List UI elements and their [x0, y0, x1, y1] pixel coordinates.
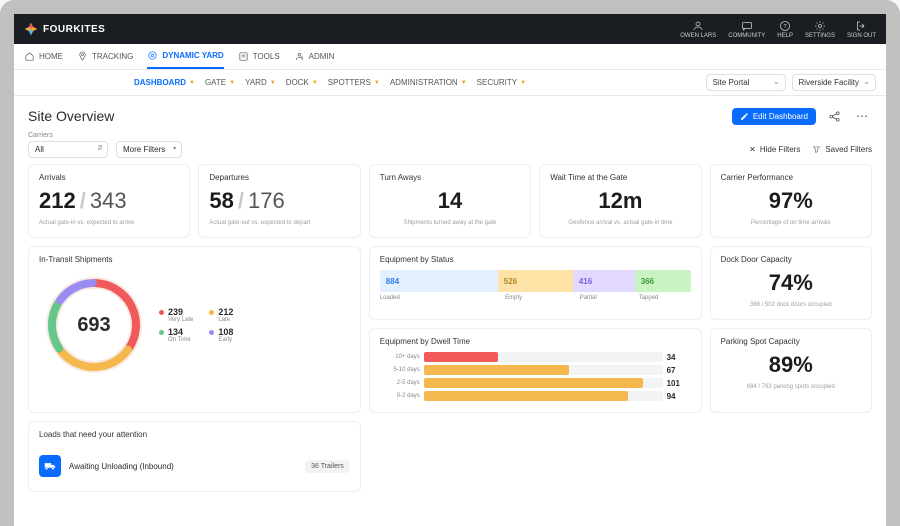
logo-icon: [24, 22, 38, 36]
home-icon: [24, 51, 35, 62]
attention-badge: 36 Trailers: [305, 460, 350, 473]
topbar-settings[interactable]: SETTINGS: [805, 20, 835, 39]
topbar-community[interactable]: COMMUNITY: [728, 20, 765, 39]
eq-label-tapped: Tapped: [639, 295, 691, 301]
chevron-down-icon: ▼: [374, 80, 380, 86]
edit-dashboard-button[interactable]: Edit Dashboard: [732, 108, 816, 125]
topbar: FOURKITES OWEN LARS COMMUNITY ?HELP SETTING…: [14, 14, 886, 44]
filter-icon: [812, 145, 821, 154]
eq-seg-loaded: 884: [380, 270, 498, 292]
arrivals-card: Arrivals 212/343 Actual gate-in vs. expe…: [28, 164, 190, 238]
user-icon: [692, 20, 704, 32]
yard-icon: [147, 50, 158, 61]
chevron-down-icon: ▼: [270, 80, 276, 86]
legend-early: 108Early: [209, 327, 233, 343]
share-button[interactable]: [824, 106, 844, 126]
share-icon: [828, 110, 841, 123]
brand-logo[interactable]: FOURKITES: [24, 22, 105, 36]
dashboard-grid: Arrivals 212/343 Actual gate-in vs. expe…: [14, 164, 886, 502]
eq-label-partial: Partial: [580, 295, 639, 301]
subnav-security[interactable]: SECURITY▼: [477, 78, 526, 87]
eq-label-empty: Empty: [505, 295, 580, 301]
subnav-administration[interactable]: ADMINISTRATION▼: [390, 78, 467, 87]
sub-nav: DASHBOARD▼ GATE▼ YARD▼ DOCK▼ SPOTTERS▼ ADMINI…: [14, 70, 886, 96]
filters-row: All More Filters ✕Hide Filters Saved Fil…: [14, 141, 886, 164]
chevron-down-icon: ▼: [520, 80, 526, 86]
dwell-row: 2-5 days101: [380, 378, 691, 388]
dwell-row: 10+ days34: [380, 352, 691, 362]
site-selector[interactable]: Site Portal: [706, 74, 786, 91]
edit-dashboard-label: Edit Dashboard: [753, 112, 808, 121]
subnav-spotters[interactable]: SPOTTERS▼: [328, 78, 380, 87]
more-filters-button[interactable]: More Filters: [116, 141, 182, 158]
legend-very-late: 239Very Late: [159, 307, 193, 323]
dwell-card: Equipment by Dwell Time 10+ days345-10 d…: [369, 328, 702, 413]
eq-seg-partial: 416: [573, 270, 635, 292]
chevron-down-icon: ▼: [461, 80, 467, 86]
facility-selector[interactable]: Riverside Facility: [792, 74, 876, 91]
pin-icon: [77, 51, 88, 62]
topbar-sign-out[interactable]: SIGN OUT: [847, 20, 876, 39]
gear-icon: [814, 20, 826, 32]
carrier-filter[interactable]: All: [28, 141, 108, 158]
attention-card: Loads that need your attention Awaiting …: [28, 421, 361, 492]
more-menu[interactable]: ⋯: [852, 106, 872, 126]
legend-late: 212Late: [209, 307, 233, 323]
intransit-card: In-Transit Shipments 693 239Very Late212…: [28, 246, 361, 413]
chevron-down-icon: ▼: [312, 80, 318, 86]
nav-tools[interactable]: TOOLS: [238, 45, 280, 68]
eq-seg-empty: 526: [498, 270, 573, 292]
hide-filters-link[interactable]: ✕Hide Filters: [749, 145, 800, 154]
dwell-row: 0-2 days94: [380, 391, 691, 401]
svg-text:?: ?: [784, 24, 787, 30]
nav-admin[interactable]: ADMIN: [294, 45, 335, 68]
subnav-dock[interactable]: DOCK▼: [286, 78, 318, 87]
page-title: Site Overview: [28, 108, 114, 124]
laptop-frame: FOURKITES OWEN LARS COMMUNITY ?HELP SETTING…: [0, 0, 900, 526]
arrivals-title: Arrivals: [39, 173, 179, 182]
nav-tracking[interactable]: TRACKING: [77, 45, 133, 68]
admin-icon: [294, 51, 305, 62]
dock-card: Dock Door Capacity 74% 368 / 502 dock do…: [710, 246, 872, 320]
eq-seg-tapped: 366: [635, 270, 691, 292]
carriers-label: Carriers: [14, 132, 886, 141]
legend-on-time: 134On Time: [159, 327, 193, 343]
attention-item[interactable]: Awaiting Unloading (Inbound) 36 Trailers: [39, 449, 350, 483]
truck-icon: [39, 455, 61, 477]
chevron-down-icon: ▼: [189, 80, 195, 86]
subnav-yard[interactable]: YARD▼: [245, 78, 276, 87]
tools-icon: [238, 51, 249, 62]
intransit-donut: 693: [39, 270, 149, 380]
pencil-icon: [740, 112, 749, 121]
topbar-help[interactable]: ?HELP: [777, 20, 793, 39]
turnaways-card: Turn Aways 14 Shipments turned away at t…: [369, 164, 531, 238]
help-icon: ?: [779, 20, 791, 32]
subnav-gate[interactable]: GATE▼: [205, 78, 235, 87]
nav-home[interactable]: HOME: [24, 45, 63, 68]
page-header: Site Overview Edit Dashboard ⋯: [14, 96, 886, 132]
topbar-owen-lars[interactable]: OWEN LARS: [680, 20, 716, 39]
carrier-perf-card: Carrier Performance 97% Percentage of on…: [710, 164, 872, 238]
screen: FOURKITES OWEN LARS COMMUNITY ?HELP SETTING…: [14, 14, 886, 526]
subnav-dashboard[interactable]: DASHBOARD▼: [134, 78, 195, 87]
wait-card: Wait Time at the Gate 12m Geofence arriv…: [539, 164, 701, 238]
departures-card: Departures 58/176 Actual gate-out vs. ex…: [198, 164, 360, 238]
chat-icon: [741, 20, 753, 32]
brand-text: FOURKITES: [43, 24, 105, 35]
parking-card: Parking Spot Capacity 89% 684 / 763 park…: [710, 328, 872, 413]
saved-filters-link[interactable]: Saved Filters: [812, 145, 872, 154]
chevron-down-icon: ▼: [229, 80, 235, 86]
dwell-row: 5-10 days67: [380, 365, 691, 375]
main-nav: HOME TRACKING DYNAMIC YARD TOOLS ADMIN: [14, 44, 886, 70]
nav-dynamic-yard[interactable]: DYNAMIC YARD: [147, 44, 223, 69]
eq-label-loaded: Loaded: [380, 295, 505, 301]
eq-status-card: Equipment by Status 884526416366 LoadedE…: [369, 246, 702, 320]
signout-icon: [855, 20, 867, 32]
